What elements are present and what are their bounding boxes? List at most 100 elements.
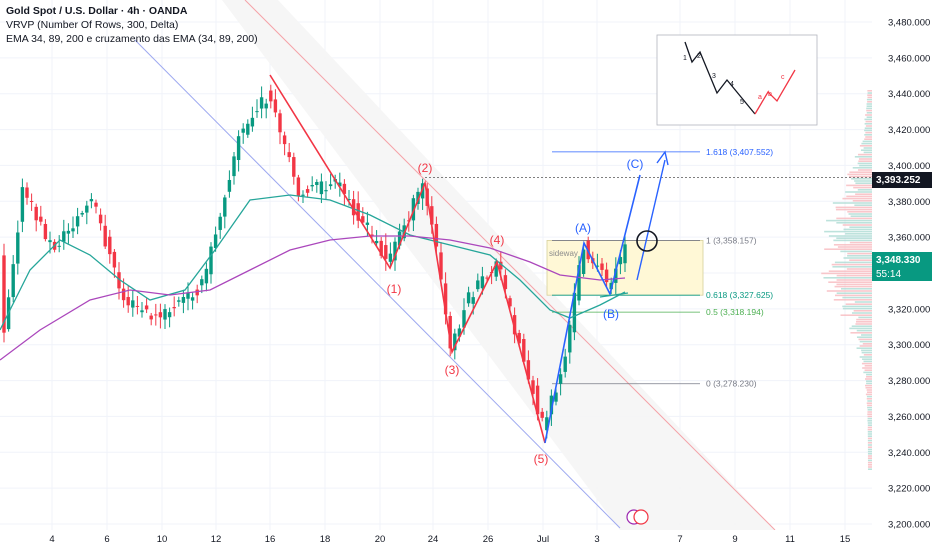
- volume-bar: [859, 145, 872, 147]
- volume-bar: [861, 351, 872, 354]
- inset-frame: [656, 34, 818, 126]
- candle-body: [434, 223, 439, 247]
- volume-bar: [859, 345, 872, 347]
- volume-bar: [832, 266, 872, 268]
- volume-bar: [865, 120, 872, 123]
- candle-body: [328, 184, 333, 187]
- short-ema-segment: [599, 292, 629, 298]
- candle-body: [466, 292, 471, 304]
- candle-body: [117, 272, 121, 289]
- candle-body: [20, 187, 25, 222]
- volume-bar: [842, 305, 872, 308]
- volume-bar: [857, 153, 872, 156]
- volume-bar: [828, 235, 872, 237]
- wave-label: (4): [490, 233, 505, 247]
- volume-bar: [867, 426, 872, 429]
- wave-label: (2): [418, 161, 433, 175]
- volume-bar: [846, 184, 872, 187]
- indicator-ema[interactable]: EMA 34, 89, 200 e cruzamento das EMA (34…: [6, 33, 258, 45]
- price-tick-label: 3,320.000: [888, 304, 930, 315]
- volume-bar: [855, 193, 872, 195]
- volume-bar: [867, 431, 872, 433]
- symbol-title[interactable]: Gold Spot / U.S. Dollar · 4h · OANDA: [6, 5, 188, 17]
- candle-body: [568, 324, 572, 353]
- volume-bar: [867, 457, 872, 459]
- inset-label: 1: [683, 55, 687, 62]
- volume-bar: [847, 173, 872, 176]
- wave-label: (5): [534, 452, 549, 466]
- volume-bar: [867, 450, 872, 453]
- volume-bar: [845, 233, 872, 235]
- volume-bar: [851, 312, 872, 314]
- volume-bar: [824, 248, 872, 250]
- volume-bar: [849, 241, 872, 244]
- time-axis[interactable]: 4 6 10 12 16 18 20 24 26 Jul 3 7 9 11 15: [0, 509, 872, 550]
- candle-body: [89, 199, 94, 202]
- candle-body: [223, 197, 227, 217]
- volume-bar: [864, 138, 872, 140]
- candle-body: [448, 315, 452, 349]
- candle-body: [144, 305, 149, 310]
- volume-bar: [840, 250, 872, 253]
- volume-bar: [866, 116, 872, 118]
- price-tick-label: 3,420.000: [888, 125, 930, 136]
- candle-body: [545, 417, 549, 431]
- volume-bar: [862, 343, 872, 345]
- volume-bar: [867, 413, 872, 415]
- candle-body: [241, 128, 245, 133]
- candle-body: [273, 99, 278, 113]
- time-tick-label: 18: [320, 534, 331, 545]
- volume-bar: [826, 290, 872, 292]
- volume-bar: [846, 195, 872, 198]
- volume-bar: [846, 268, 872, 270]
- volume-bar: [867, 444, 872, 446]
- candle-body: [48, 240, 52, 243]
- time-tick-label: 11: [785, 534, 795, 545]
- volume-bar: [833, 299, 872, 301]
- candle-body: [158, 312, 163, 318]
- candle-body: [39, 216, 43, 222]
- volume-bar: [867, 437, 872, 440]
- volume-bar: [866, 103, 872, 105]
- candle-body: [388, 253, 393, 262]
- event-flag-icon: [633, 509, 649, 525]
- candle-body: [186, 292, 190, 299]
- candle-body: [75, 216, 80, 227]
- candle-body: [374, 240, 379, 244]
- volume-bar: [867, 417, 872, 420]
- candle-body: [213, 234, 218, 249]
- price-tick-label: 3,200.000: [888, 520, 930, 531]
- candle-body: [393, 241, 397, 261]
- candle-body: [351, 199, 356, 216]
- volume-bar: [867, 94, 872, 96]
- volume-bar: [845, 191, 872, 193]
- volume-bar: [867, 400, 872, 402]
- candle-body: [163, 309, 167, 320]
- volume-bar: [836, 217, 872, 220]
- candle-body: [480, 276, 485, 289]
- volume-bar: [855, 321, 872, 323]
- volume-bar: [867, 92, 872, 94]
- volume-bar: [850, 215, 872, 217]
- elliott-inset: 1 2 3 4 5 a b c: [656, 34, 818, 126]
- volume-bar: [854, 301, 872, 303]
- volume-bar: [828, 270, 872, 272]
- candle-body: [453, 333, 457, 351]
- candle-body: [34, 206, 38, 221]
- volume-bar: [866, 398, 872, 400]
- candle-body: [269, 90, 273, 102]
- candle-body: [535, 385, 540, 415]
- volume-bar: [847, 211, 872, 213]
- volume-bar: [847, 255, 872, 257]
- time-tick-label: 3: [594, 534, 599, 545]
- candle-body: [471, 297, 475, 304]
- volume-bar: [848, 213, 872, 215]
- candle-body: [154, 314, 158, 316]
- candle-body: [287, 152, 291, 158]
- candle-body: [98, 214, 103, 224]
- volume-bar: [865, 387, 872, 389]
- candle-body: [301, 194, 305, 196]
- wave-label: (3): [445, 363, 460, 377]
- indicator-vrvp[interactable]: VRVP (Number Of Rows, 300, Delta): [6, 19, 179, 31]
